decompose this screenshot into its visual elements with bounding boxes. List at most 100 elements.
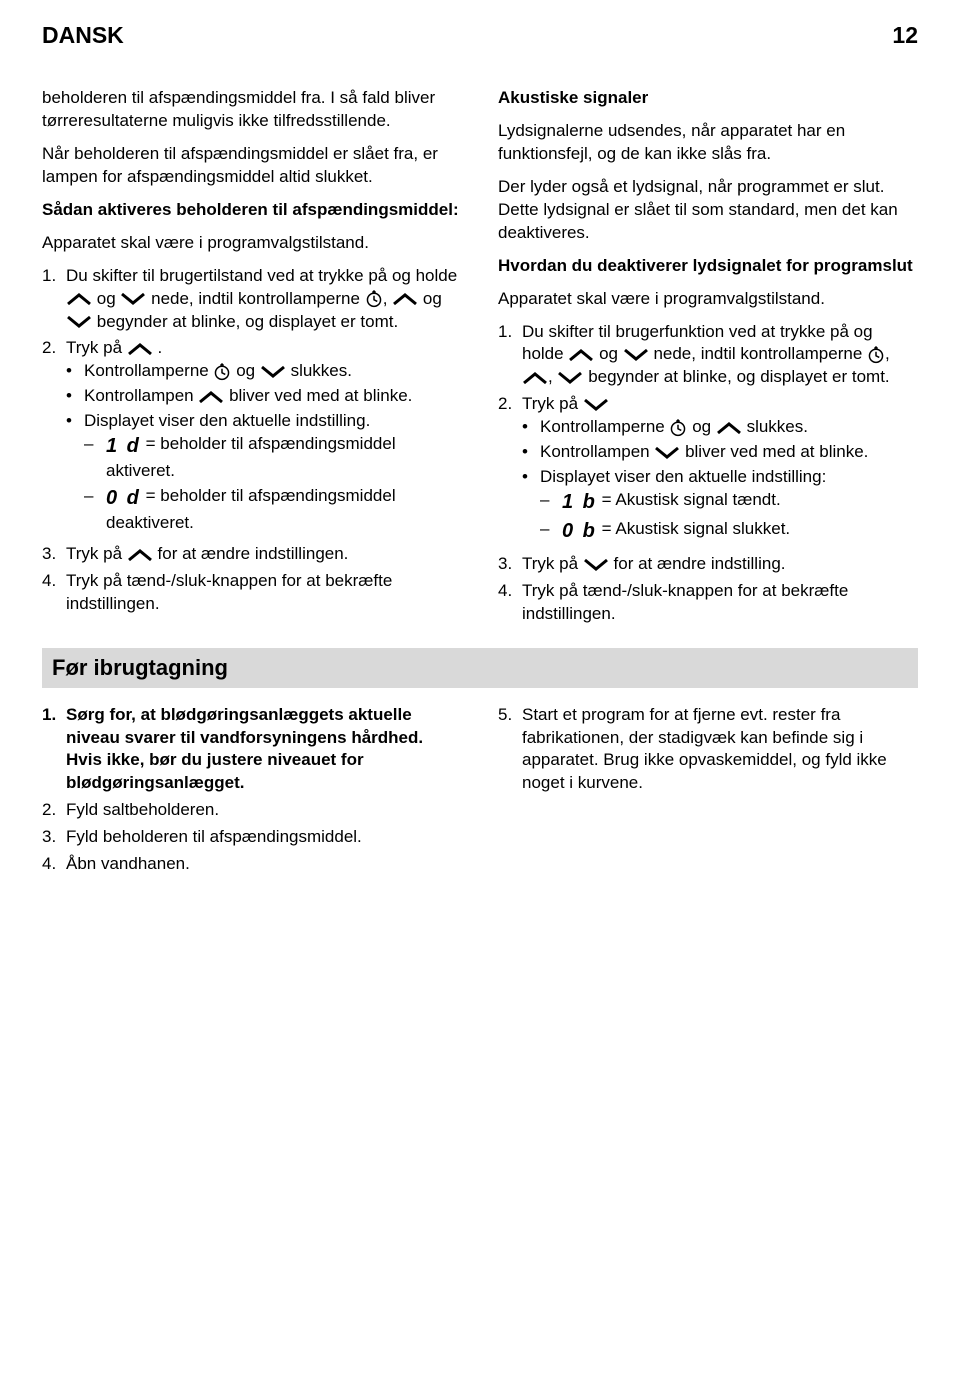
left-p2: Når beholderen til afspændingsmiddel er … bbox=[42, 143, 462, 189]
list-number: 2. bbox=[42, 799, 66, 822]
list-number: 1. bbox=[42, 265, 66, 334]
chevron-up-icon bbox=[522, 371, 548, 385]
bullet-item: Displayet viser den aktuelle indstilling… bbox=[522, 466, 918, 547]
list-body: Fyld saltbeholderen. bbox=[66, 799, 462, 822]
bullet-list: Kontrollamperne og slukkes. Kontrollampe… bbox=[66, 360, 462, 537]
segment-display: 1 b bbox=[562, 489, 597, 516]
clock-icon bbox=[867, 346, 885, 364]
list-number: 4. bbox=[42, 570, 66, 616]
chevron-up-icon bbox=[716, 421, 742, 435]
chevron-down-icon bbox=[260, 365, 286, 379]
left-p1: beholderen til afspændingsmiddel fra. I … bbox=[42, 87, 462, 133]
list-number: 3. bbox=[498, 553, 522, 576]
left-ordered-list: 1. Du skifter til brugertilstand ved at … bbox=[42, 265, 462, 616]
right-li-1: 1. Du skifter til brugerfunktion ved at … bbox=[498, 321, 918, 390]
bullet-item: Kontrollamperne og slukkes. bbox=[66, 360, 462, 383]
clock-icon bbox=[213, 363, 231, 381]
bullet-item: Kontrollamperne og slukkes. bbox=[522, 416, 918, 439]
list-body: Tryk på tænd-/sluk-knappen for at bekræf… bbox=[522, 580, 918, 626]
left-li-3: 3. Tryk på for at ændre indstillingen. bbox=[42, 543, 462, 566]
right-column: Akustiske signaler Lydsignalerne udsende… bbox=[498, 87, 918, 630]
list-body: Tryk på for at ændre indstillingen. bbox=[66, 543, 462, 566]
list-number: 5. bbox=[498, 704, 522, 796]
section-heading: Før ibrugtagning bbox=[42, 648, 918, 688]
bullet-item: Displayet viser den aktuelle indstilling… bbox=[66, 410, 462, 537]
page-header: DANSK 12 bbox=[42, 20, 918, 51]
dash-item: 1 d = beholder til afspændingsmiddel akt… bbox=[84, 433, 462, 483]
list-body: Tryk på . Kontrollamperne og slukkes. bbox=[66, 337, 462, 539]
right-h2: Hvordan du deaktiverer lydsignalet for p… bbox=[498, 255, 918, 278]
header-left: DANSK bbox=[42, 20, 124, 51]
dash-item: 0 d = beholder til afspændingsmiddel dea… bbox=[84, 485, 462, 535]
right-li-2: 2. Tryk på Kontrollamperne og slukkes. bbox=[498, 393, 918, 549]
chevron-down-icon bbox=[654, 446, 680, 460]
dash-item: 1 b = Akustisk signal tændt. bbox=[540, 489, 918, 516]
bullet-item: Kontrollampen bliver ved med at blinke. bbox=[66, 385, 462, 408]
left-column: beholderen til afspændingsmiddel fra. I … bbox=[42, 87, 462, 630]
chevron-up-icon bbox=[66, 292, 92, 306]
chevron-down-icon bbox=[583, 398, 609, 412]
dash-list: 1 b = Akustisk signal tændt. 0 b = Akust… bbox=[540, 489, 918, 545]
list-number: 3. bbox=[42, 826, 66, 849]
list-item: 2. Fyld saltbeholderen. bbox=[42, 799, 462, 822]
bottom-columns: 1. Sørg for, at blødgøringsanlæggets akt… bbox=[42, 704, 918, 881]
header-right: 12 bbox=[892, 20, 918, 51]
left-li-1: 1. Du skifter til brugertilstand ved at … bbox=[42, 265, 462, 334]
segment-display: 1 d bbox=[106, 433, 141, 460]
list-body: Du skifter til brugerfunktion ved at try… bbox=[522, 321, 918, 390]
list-body: Fyld beholderen til afspændingsmiddel. bbox=[66, 826, 462, 849]
list-number: 4. bbox=[42, 853, 66, 876]
right-ordered-list: 1. Du skifter til brugerfunktion ved at … bbox=[498, 321, 918, 626]
list-number: 4. bbox=[498, 580, 522, 626]
right-p2: Der lyder også et lydsignal, når program… bbox=[498, 176, 918, 245]
chevron-down-icon bbox=[583, 558, 609, 572]
left-li-4: 4. Tryk på tænd-/sluk-knappen for at bek… bbox=[42, 570, 462, 616]
right-h1: Akustiske signaler bbox=[498, 87, 918, 110]
dash-item: 0 b = Akustisk signal slukket. bbox=[540, 518, 918, 545]
list-body: Sørg for, at blødgøringsanlæggets aktuel… bbox=[66, 704, 462, 796]
chevron-down-icon bbox=[66, 315, 92, 329]
list-body: Tryk på for at ændre indstilling. bbox=[522, 553, 918, 576]
bullet-list: Kontrollamperne og slukkes. Kontrollampe… bbox=[522, 416, 918, 547]
right-p1: Lydsignalerne udsendes, når apparatet ha… bbox=[498, 120, 918, 166]
left-p3: Apparatet skal være i programvalgstilsta… bbox=[42, 232, 462, 255]
clock-icon bbox=[669, 419, 687, 437]
list-item: 3. Fyld beholderen til afspændingsmiddel… bbox=[42, 826, 462, 849]
list-number: 2. bbox=[498, 393, 522, 549]
bottom-right-column: 5. Start et program for at fjerne evt. r… bbox=[498, 704, 918, 881]
list-body: Åbn vandhanen. bbox=[66, 853, 462, 876]
list-number: 1. bbox=[498, 321, 522, 390]
chevron-up-icon bbox=[198, 390, 224, 404]
list-body: Du skifter til brugertilstand ved at try… bbox=[66, 265, 462, 334]
clock-icon bbox=[365, 290, 383, 308]
list-number: 1. bbox=[42, 704, 66, 796]
list-item: 5. Start et program for at fjerne evt. r… bbox=[498, 704, 918, 796]
chevron-up-icon bbox=[392, 292, 418, 306]
right-li-4: 4. Tryk på tænd-/sluk-knappen for at bek… bbox=[498, 580, 918, 626]
list-body: Start et program for at fjerne evt. rest… bbox=[522, 704, 918, 796]
chevron-up-icon bbox=[127, 548, 153, 562]
list-body: Tryk på tænd-/sluk-knappen for at bekræf… bbox=[66, 570, 462, 616]
segment-display: 0 d bbox=[106, 485, 141, 512]
right-li-3: 3. Tryk på for at ændre indstilling. bbox=[498, 553, 918, 576]
segment-display: 0 b bbox=[562, 518, 597, 545]
right-p3: Apparatet skal være i programvalgstilsta… bbox=[498, 288, 918, 311]
dash-list: 1 d = beholder til afspændingsmiddel akt… bbox=[84, 433, 462, 535]
bottom-left-list: 1. Sørg for, at blødgøringsanlæggets akt… bbox=[42, 704, 462, 877]
list-body: Tryk på Kontrollamperne og slukkes. Kont… bbox=[522, 393, 918, 549]
chevron-up-icon bbox=[127, 342, 153, 356]
bullet-item: Kontrollampen bliver ved med at blinke. bbox=[522, 441, 918, 464]
list-item: 1. Sørg for, at blødgøringsanlæggets akt… bbox=[42, 704, 462, 796]
list-item: 4. Åbn vandhanen. bbox=[42, 853, 462, 876]
left-li-2: 2. Tryk på . Kontrollamperne og slukkes. bbox=[42, 337, 462, 539]
chevron-down-icon bbox=[120, 292, 146, 306]
list-number: 3. bbox=[42, 543, 66, 566]
bottom-right-list: 5. Start et program for at fjerne evt. r… bbox=[498, 704, 918, 796]
left-h1: Sådan aktiveres beholderen til afspændin… bbox=[42, 199, 462, 222]
chevron-down-icon bbox=[623, 348, 649, 362]
chevron-down-icon bbox=[557, 371, 583, 385]
chevron-up-icon bbox=[568, 348, 594, 362]
list-number: 2. bbox=[42, 337, 66, 539]
main-columns: beholderen til afspændingsmiddel fra. I … bbox=[42, 87, 918, 630]
bottom-left-column: 1. Sørg for, at blødgøringsanlæggets akt… bbox=[42, 704, 462, 881]
